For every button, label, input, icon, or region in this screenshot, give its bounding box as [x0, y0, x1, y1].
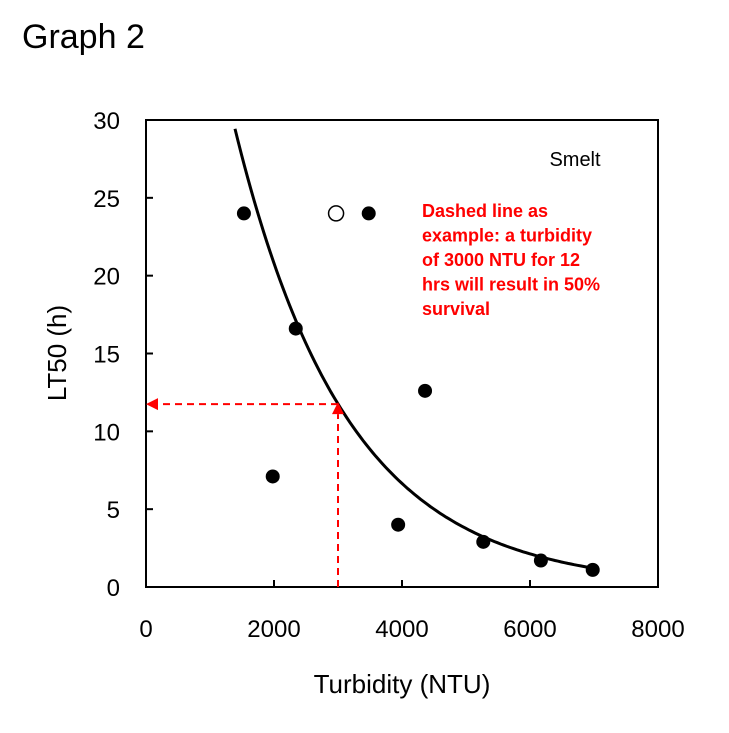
annotation-line: example: a turbidity: [422, 226, 592, 246]
open-data-point: [327, 205, 345, 222]
arrow-up-icon: [332, 402, 344, 415]
data-point: [288, 321, 303, 336]
x-axis-label: Turbidity (NTU): [314, 669, 491, 699]
x-tick-label: 8000: [631, 616, 684, 643]
data-point: [476, 534, 491, 549]
x-tick-label: 2000: [247, 616, 300, 643]
x-tick-label: 4000: [375, 616, 428, 643]
annotation-line: Dashed line as: [422, 201, 548, 221]
y-tick-label: 20: [93, 264, 120, 291]
plot-frame: [145, 119, 659, 588]
data-point: [361, 206, 376, 221]
data-point: [265, 469, 280, 484]
y-tick-label: 0: [107, 575, 120, 602]
y-tick-label: 15: [93, 342, 120, 369]
data-point: [533, 553, 548, 568]
annotation-line: survival: [422, 299, 490, 319]
annotation-line: hrs will result in 50%: [422, 275, 600, 295]
data-point: [585, 562, 600, 577]
data-point: [236, 206, 251, 221]
graph-title: Graph 2: [22, 18, 145, 56]
y-axis-label: LT50 (h): [42, 305, 72, 401]
y-tick-label: 10: [93, 419, 120, 446]
data-point: [418, 383, 433, 398]
y-tick-label: 5: [107, 497, 120, 524]
annotation-line: of 3000 NTU for 12: [422, 250, 580, 270]
x-tick-label: 6000: [503, 616, 556, 643]
data-point: [391, 517, 406, 532]
arrow-left-icon: [146, 398, 158, 411]
x-tick-label: 0: [139, 616, 152, 643]
fit-curve: [233, 128, 594, 570]
y-tick-label: 25: [93, 186, 120, 213]
species-label: Smelt: [549, 149, 601, 171]
y-tick-label: 30: [93, 108, 120, 135]
